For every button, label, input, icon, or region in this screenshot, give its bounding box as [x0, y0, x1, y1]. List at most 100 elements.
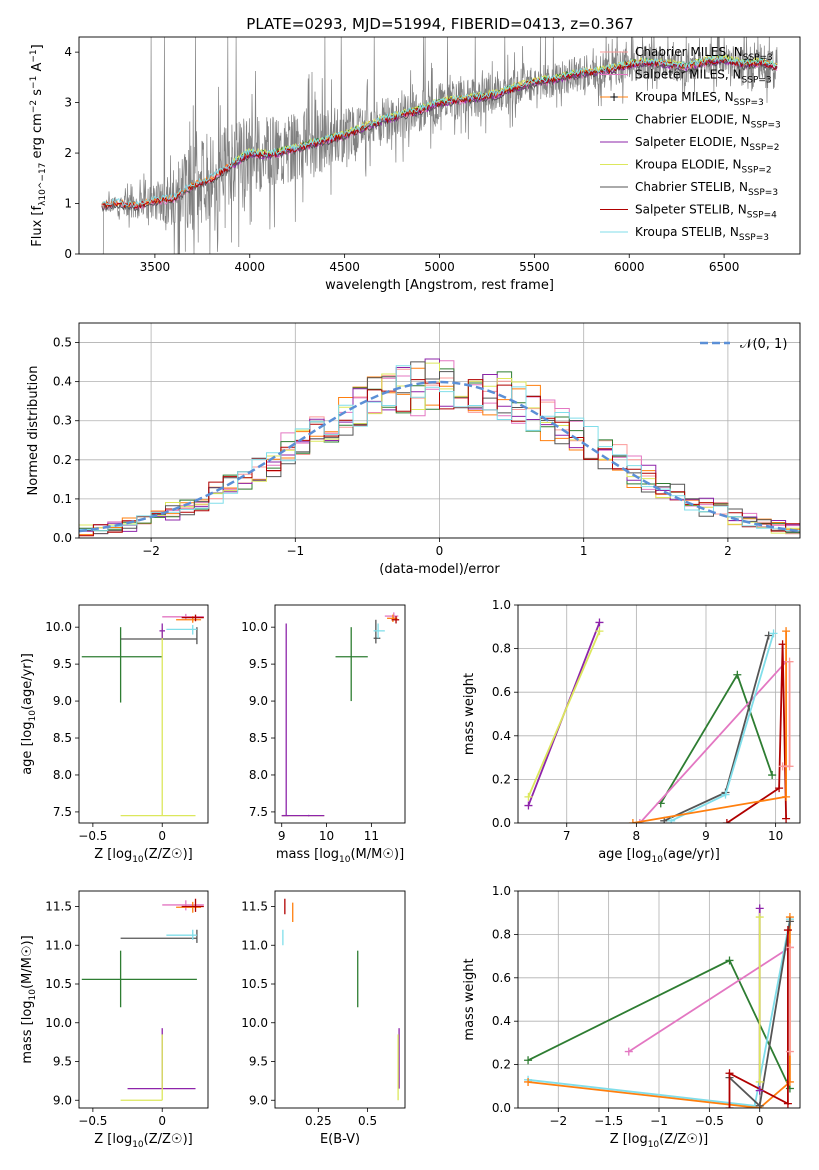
y-tick-label: 11.5	[45, 900, 72, 914]
legend-label-kroupa_stelib: Kroupa STELIB, NSSP=3	[635, 225, 769, 243]
y-tick-label: 0.2	[53, 453, 72, 467]
label-span: 10	[339, 855, 351, 865]
weight-marker-kroupa_miles	[782, 792, 791, 801]
weight-marker-salpeter_stelib	[775, 784, 784, 793]
weight-marker-kroupa_miles	[782, 627, 791, 636]
axes-mass_vs_ebv: 0.25 0.5 9.0 9.5 10.0 10.5 11.0 11.5 E(B-V)	[241, 890, 406, 1147]
label-span: 10	[28, 710, 38, 722]
weight-marker-kroupa_elodie	[524, 792, 533, 801]
y-tick-label: 8.5	[249, 731, 268, 745]
label-span: 10	[28, 989, 38, 1001]
y-tick-label: 0.6	[492, 971, 511, 985]
hist-chabrier_stelib	[79, 361, 800, 535]
weight-marker-kroupa_elodie	[755, 913, 764, 922]
label-span: (Z/Z☉)]	[144, 847, 193, 862]
y-axis-label: Normed distribution	[26, 366, 41, 496]
label-span: s	[30, 89, 45, 100]
x-tick-label: 9	[702, 829, 710, 843]
label-span: (M/M☉)]	[350, 847, 404, 862]
axes-mass_vs_z: −0.5 09.09.510.010.511.011.5Z [log10(Z/Z☉…	[20, 890, 209, 1150]
x-tick-label: 2	[724, 544, 732, 558]
weight-marker-kroupa_stelib	[721, 790, 730, 799]
y-tick-label: 3	[64, 96, 72, 110]
weight-marker-salpeter_elodie	[755, 904, 764, 913]
y-tick-label: 8.0	[53, 768, 72, 782]
y-tick-label: 0.0	[492, 816, 511, 830]
y-axis-label: mass weight	[462, 958, 477, 1040]
y-tick-label: 10.0	[45, 620, 72, 634]
hist-kroupa_stelib	[79, 365, 800, 532]
weight-marker-salpeter_elodie	[755, 1086, 764, 1095]
x-tick-label: 8	[633, 829, 641, 843]
y-tick-label: 2	[64, 146, 72, 160]
label-span: SSP=3	[742, 76, 772, 86]
weight-marker-chabrier_elodie	[768, 771, 777, 780]
y-tick-label: 9.0	[249, 1093, 268, 1107]
y-tick-label: 10.5	[241, 977, 268, 991]
label-span: (age/yr)]	[20, 653, 35, 710]
label-span: (Z/Z☉)]	[144, 1132, 193, 1147]
axes-frame	[274, 890, 406, 1109]
model-salpeter_stelib	[101, 56, 778, 210]
weight-marker-chabrier_miles	[785, 762, 794, 771]
label-span: −1	[29, 49, 39, 62]
y-tick-label: 0.4	[53, 375, 72, 389]
weight-line-salpeter_miles	[628, 946, 791, 1053]
y-tick-label: 0.1	[53, 492, 72, 506]
x-tick-label: 4000	[234, 260, 265, 274]
label-span: mass [log	[276, 847, 339, 862]
x-tick-label: 10	[319, 829, 334, 843]
weight-marker-chabrier_elodie	[733, 670, 742, 679]
x-tick-label: −0.5	[78, 1114, 107, 1128]
y-tick-label: 9.0	[53, 1093, 72, 1107]
x-tick-label: 0.25	[305, 1114, 332, 1128]
weight-marker-salpeter_miles	[635, 819, 644, 823]
y-tick-label: 0	[64, 247, 72, 261]
y-axis-label: mass [log10(M/M☉)]	[20, 935, 38, 1063]
x-axis-label: (data-model)/error	[379, 562, 500, 577]
y-tick-label: 10.5	[45, 977, 72, 991]
label-span: −2	[29, 100, 39, 113]
axes-frame	[517, 890, 801, 1109]
x-tick-label: 5500	[519, 260, 550, 274]
x-tick-label: 0	[158, 829, 166, 843]
axes-spectrum: 3500 4000 4500 5000 5500 6000 6500 0 1 2 3 4 Chabrie…	[29, 36, 801, 293]
model-chabrier_stelib	[101, 59, 778, 212]
label-span: wavelength [Angstrom, rest frame]	[325, 278, 554, 293]
label-span: Flux [f	[30, 205, 45, 246]
weight-marker-salpeter_stelib	[782, 814, 791, 823]
x-tick-label: 7	[563, 829, 571, 843]
weight-marker-chabrier_elodie	[524, 1056, 533, 1065]
weight-marker-chabrier_stelib	[764, 631, 773, 640]
x-tick-label: 0.5	[358, 1114, 377, 1128]
label-span: Chabrier ELODIE, N	[635, 113, 751, 127]
weight-line-kroupa_miles	[632, 631, 787, 823]
label-span: 10	[648, 1140, 660, 1150]
y-tick-label: 11.5	[241, 900, 268, 914]
x-tick-label: 0	[436, 544, 444, 558]
label-span: mass [log	[20, 1000, 35, 1063]
weight-marker-salpeter_stelib	[725, 1069, 734, 1078]
y-tick-label: 8.5	[53, 731, 72, 745]
label-span: erg cm	[30, 113, 45, 162]
label-span: Kroupa STELIB, N	[635, 225, 739, 239]
x-tick-label: −0.5	[78, 829, 107, 843]
label-span: Kroupa ELODIE, N	[635, 158, 742, 172]
x-tick-label: 9	[278, 829, 286, 843]
weight-line-salpeter_stelib	[728, 930, 789, 1108]
x-tick-label: 0	[158, 1114, 166, 1128]
y-tick-label: 0.8	[492, 642, 511, 656]
label-span: SSP=2	[749, 143, 779, 153]
plot-area	[81, 898, 204, 1101]
gaussian-curve	[79, 380, 800, 533]
axes-frame	[78, 36, 801, 255]
label-span: SSP=3	[734, 98, 764, 108]
y-tick-label: 0.4	[492, 729, 511, 743]
axes-weight_vs_z: −2 −1.5 −1 −0.5 0 0.0 0.2 0.4 0.6 0.8 1.0 Z [log10(…	[462, 884, 801, 1150]
y-tick-label: 4	[64, 45, 72, 59]
label-span: Chabrier STELIB, N	[635, 180, 748, 194]
label-span: age [log	[20, 722, 35, 775]
weight-line-salpeter_miles	[639, 661, 787, 823]
y-tick-label: 11.0	[241, 938, 268, 952]
x-tick-label: 11	[364, 829, 379, 843]
